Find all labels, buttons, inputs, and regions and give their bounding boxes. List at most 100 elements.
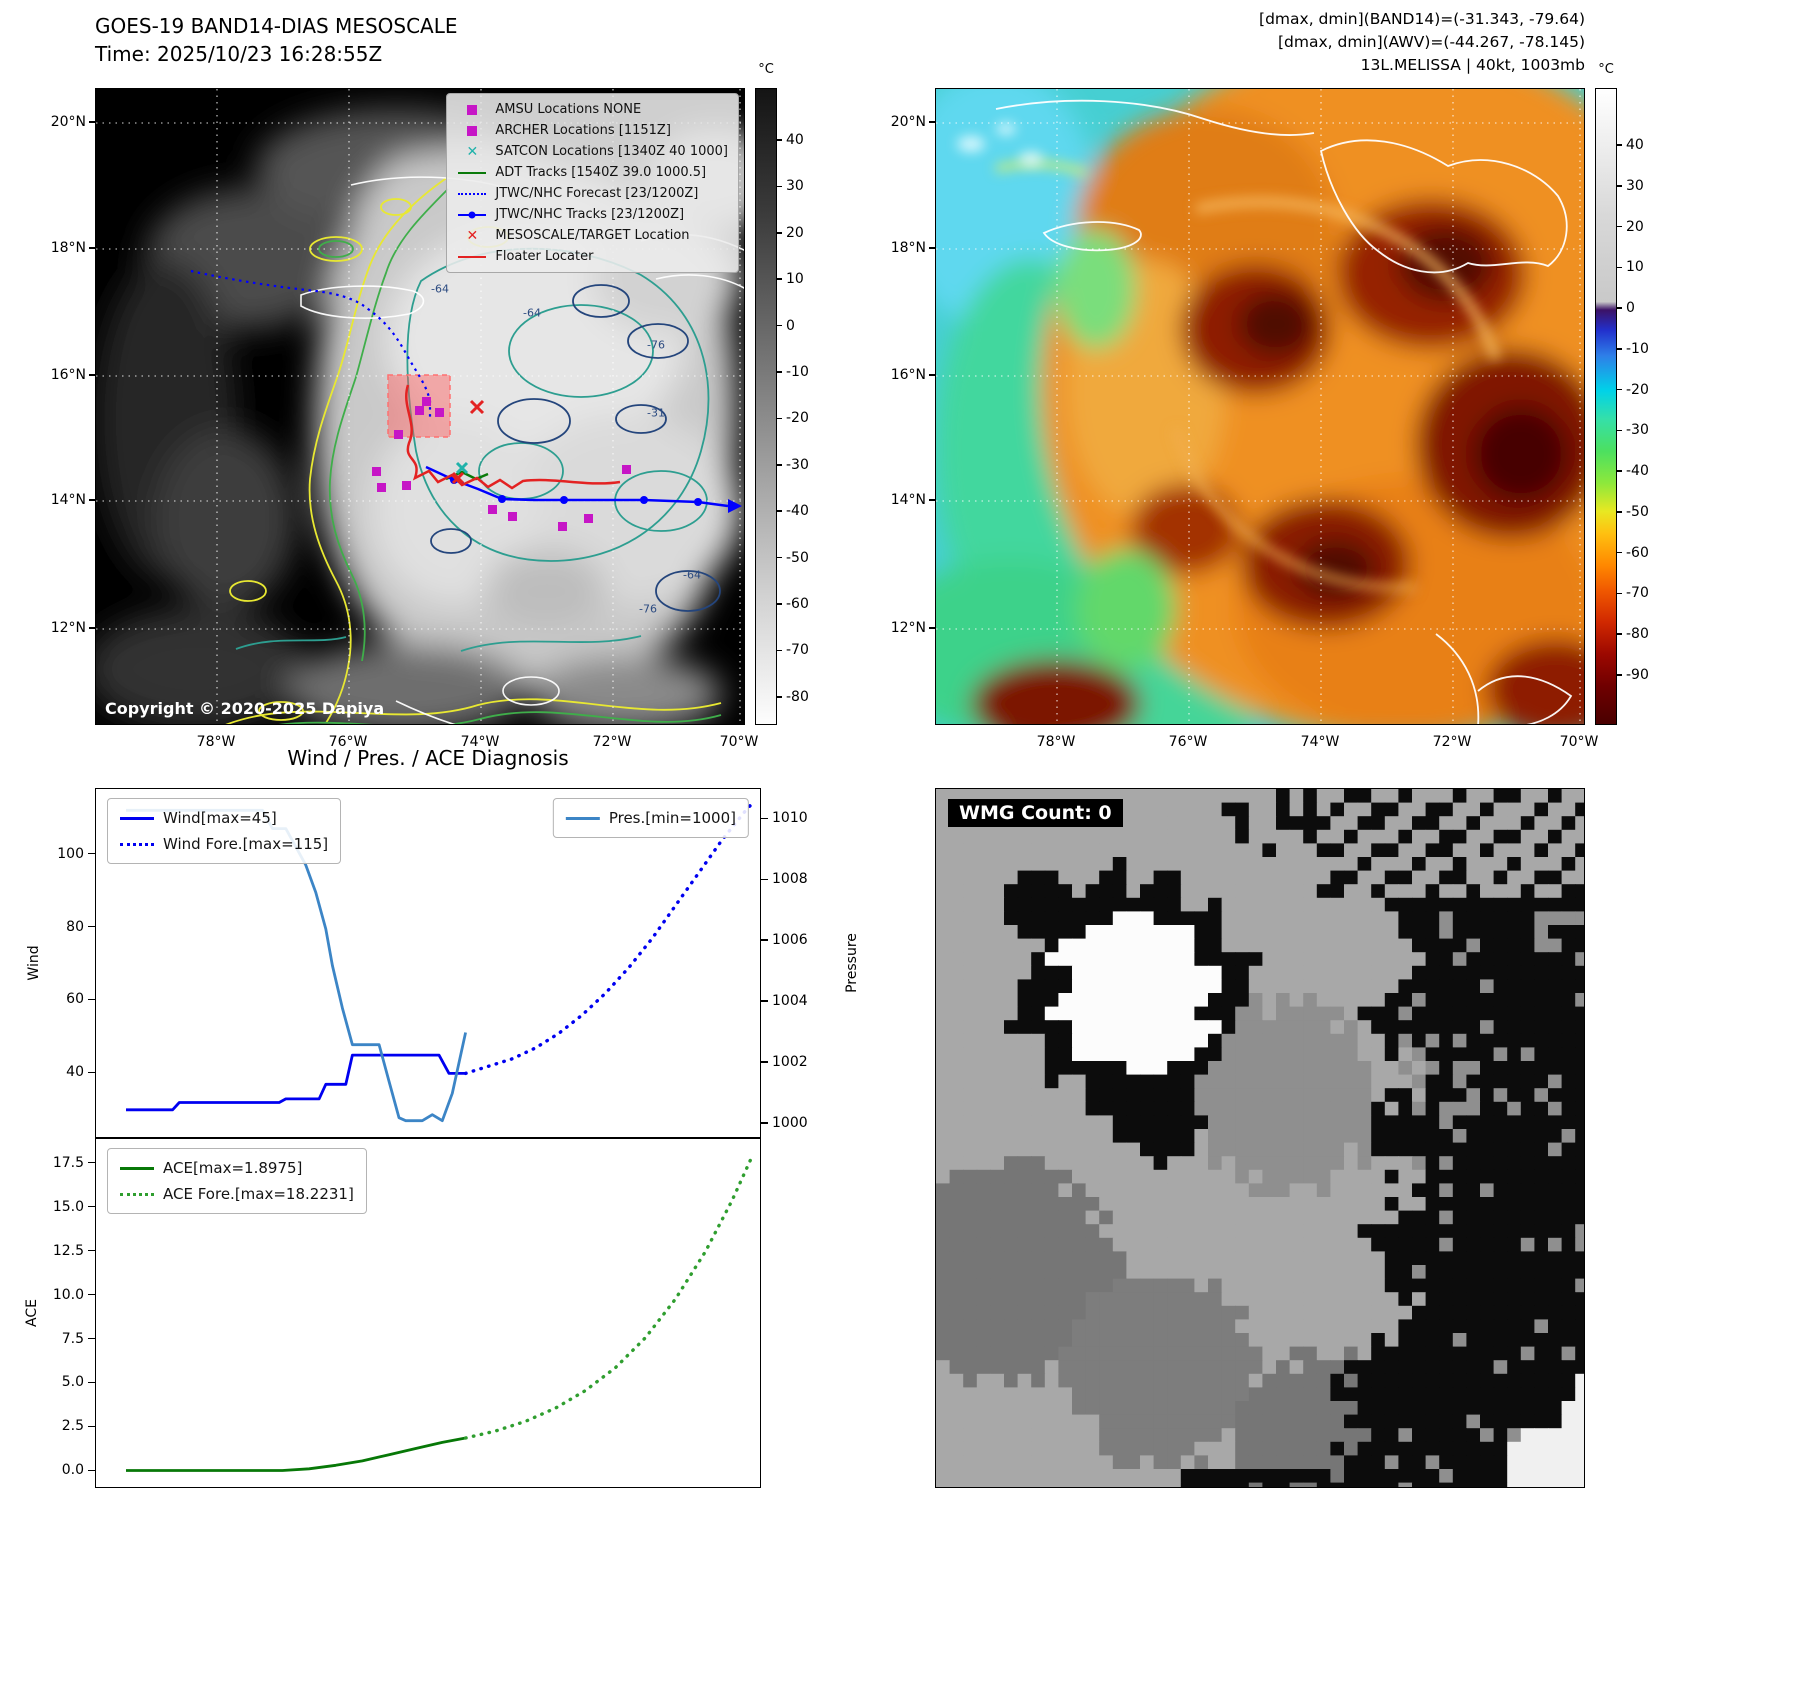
- band14-colorbar: [755, 88, 777, 725]
- coastlines: [995, 99, 1573, 724]
- legend-item-label: AMSU Locations NONE: [495, 102, 642, 117]
- square-marker-icon: [457, 103, 487, 117]
- y-axis-tick-label: 5.0: [61, 1374, 84, 1391]
- tick-mark: [88, 998, 95, 1001]
- tick-mark: [1617, 185, 1622, 187]
- tick-mark: [777, 371, 782, 373]
- series-line: [126, 1053, 466, 1112]
- lat-tick-label: 18°N: [50, 240, 86, 256]
- x-marker-icon: ✕: [466, 227, 479, 244]
- lon-tick-label: 72°W: [1432, 734, 1472, 750]
- tick-mark: [88, 1293, 95, 1296]
- y-axis-tick-label: 1010: [772, 810, 808, 827]
- awv-satellite-map: [935, 88, 1585, 725]
- tick-mark: [777, 278, 782, 280]
- colorbar-tick-label: -60: [786, 596, 809, 612]
- latlon-grid: [936, 89, 1584, 724]
- band14-panel-time: Time: 2025/10/23 16:28:55Z: [95, 42, 383, 66]
- chart-legend: Pres.[min=1000]: [552, 798, 749, 838]
- chart-legend: Wind[max=45] Wind Fore.[max=115]: [107, 798, 342, 864]
- colorbar-tick-label: -10: [786, 364, 809, 380]
- tick-mark: [929, 247, 935, 249]
- tick-mark: [1617, 144, 1622, 146]
- temperature-contours: [225, 176, 722, 724]
- tick-mark: [1617, 674, 1622, 676]
- tick-mark: [929, 374, 935, 376]
- legend-item-label: SATCON Locations [1340Z 40 1000]: [495, 144, 728, 159]
- awv-header: [dmax, dmin](BAND14)=(-31.343, -79.64) […: [1000, 8, 1585, 77]
- contour-value-label: -76: [647, 338, 665, 352]
- legend-item-label: ADT Tracks [1540Z 39.0 1000.5]: [495, 165, 707, 180]
- series-line: [463, 1154, 754, 1440]
- satcon-x-icon: [455, 461, 469, 475]
- legend-label: ACE Fore.[max=18.2231]: [163, 1185, 354, 1203]
- tick-mark: [89, 121, 95, 123]
- band14-map-legend: AMSU Locations NONE ARCHER Locations [115…: [446, 93, 739, 273]
- legend-item-label: Floater Locater: [495, 249, 594, 264]
- tick-mark: [88, 1249, 95, 1252]
- y-axis-tick-label: 17.5: [52, 1154, 84, 1171]
- contour-value-label: -64: [523, 306, 541, 320]
- tick-mark: [89, 374, 95, 376]
- colorbar-tick-label: 0: [786, 317, 795, 334]
- storm-cloud-field: [936, 89, 1584, 724]
- colorbar-tick-label: -50: [786, 549, 809, 566]
- y-axis-tick-label: 1008: [772, 871, 808, 888]
- legend-item: ADT Tracks [1540Z 39.0 1000.5]: [457, 162, 728, 183]
- y-axis-tick-label: 100: [57, 845, 84, 862]
- tick-mark: [777, 649, 782, 652]
- colorbar-tick-label: -70: [786, 642, 809, 659]
- band14-colorbar-unit-label: °C: [758, 62, 774, 77]
- lat-tick-label: 16°N: [890, 367, 926, 383]
- colorbar-tick-label: 30: [786, 178, 804, 195]
- legend-label: Wind[max=45]: [163, 809, 277, 827]
- y-axis-tick-label: 1002: [772, 1053, 808, 1070]
- legend-item: JTWC/NHC Forecast [23/1200Z]: [457, 183, 728, 204]
- tick-mark: [1617, 225, 1622, 228]
- storm-id-intensity-text: 13L.MELISSA | 40kt, 1003mb: [1360, 56, 1585, 74]
- legend-item: AMSU Locations NONE: [457, 99, 728, 120]
- y-axis-tick-label: 1004: [772, 993, 808, 1010]
- legend-item: ARCHER Locations [1151Z]: [457, 120, 728, 141]
- y-axis-tick-label: 10.0: [52, 1286, 84, 1303]
- tick-mark: [1617, 551, 1622, 554]
- tick-mark: [88, 1205, 95, 1208]
- legend-item-label: JTWC/NHC Forecast [23/1200Z]: [495, 186, 699, 201]
- lon-tick-label: 78°W: [1036, 734, 1076, 750]
- dotted-line-sample-icon: [120, 1192, 154, 1196]
- colorbar-tick-label: -80: [1626, 626, 1649, 643]
- low-cloud-speckles: [957, 123, 1043, 166]
- tick-mark: [761, 817, 768, 820]
- colorbar-tick-label: 20: [786, 224, 804, 241]
- lon-tick-label: 76°W: [328, 734, 368, 750]
- wind-axis-label: Wind: [26, 945, 42, 981]
- colorbar-tick-label: -70: [1626, 585, 1649, 602]
- legend-item-label: JTWC/NHC Tracks [23/1200Z]: [495, 207, 685, 222]
- lat-tick-label: 12°N: [50, 620, 86, 636]
- y-axis-tick-label: 80: [66, 918, 84, 935]
- band14-dmax-dmin-text: [dmax, dmin](BAND14)=(-31.343, -79.64): [1259, 10, 1585, 28]
- tick-mark: [1617, 348, 1622, 350]
- y-axis-tick-label: 60: [66, 991, 84, 1008]
- lon-tick-label: 70°W: [719, 734, 759, 750]
- tick-mark: [777, 139, 782, 141]
- tick-mark: [777, 417, 782, 420]
- lon-tick-label: 74°W: [1300, 734, 1340, 750]
- line-marker-icon: [457, 208, 487, 222]
- tick-mark: [777, 324, 782, 327]
- tick-mark: [761, 939, 768, 941]
- cloud-swirls: [995, 160, 1501, 593]
- y-axis-tick-label: 1006: [772, 932, 808, 949]
- colorbar-tick-label: 0: [1626, 300, 1635, 317]
- tick-mark: [88, 1425, 95, 1428]
- chart-legend: ACE[max=1.8975] ACE Fore.[max=18.2231]: [107, 1148, 367, 1214]
- tick-mark: [777, 556, 782, 559]
- tick-mark: [89, 499, 95, 501]
- awv-colorbar-unit-label: °C: [1598, 62, 1614, 77]
- tick-mark: [89, 247, 95, 249]
- y-axis-tick-label: 0.0: [61, 1462, 84, 1479]
- tick-mark: [761, 1000, 768, 1002]
- colorbar-tick-label: 40: [786, 132, 804, 148]
- y-axis-tick-label: 12.5: [52, 1242, 84, 1259]
- legend-item: Wind[max=45]: [120, 805, 328, 831]
